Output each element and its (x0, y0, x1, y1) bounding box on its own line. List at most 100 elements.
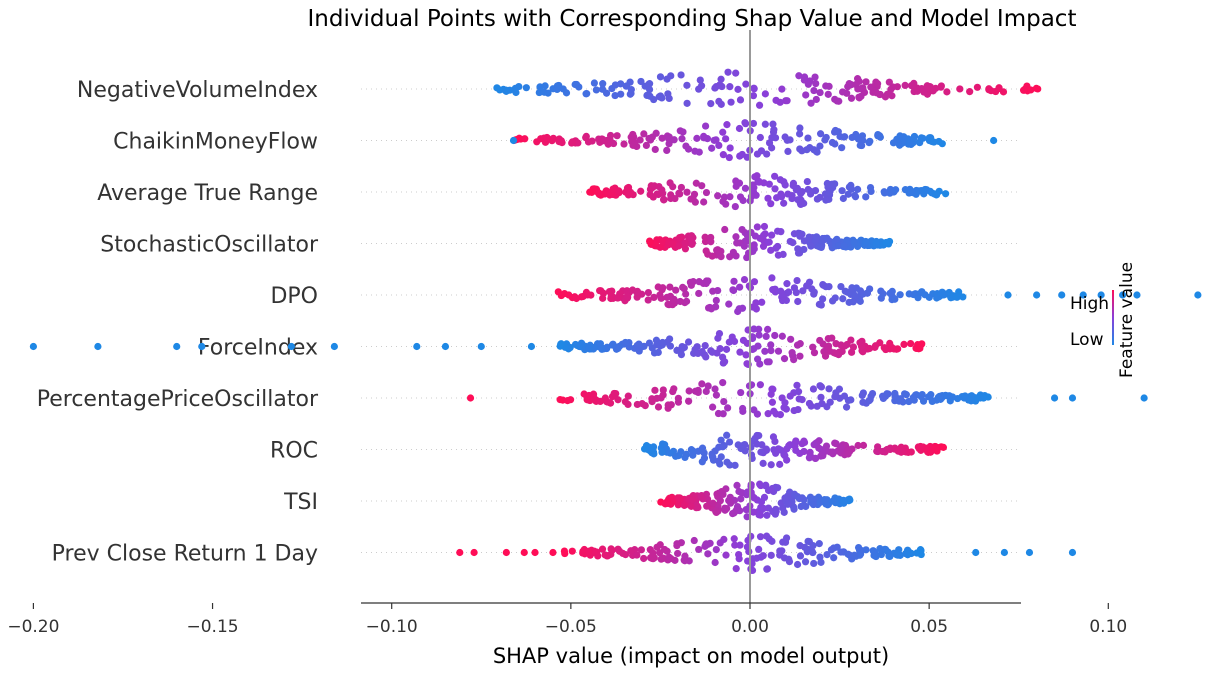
shap-point (862, 193, 870, 201)
shap-point (755, 178, 763, 186)
shap-point (742, 351, 750, 359)
shap-point (933, 294, 941, 302)
shap-point (956, 85, 964, 93)
shap-point (811, 73, 819, 81)
shap-point (752, 299, 760, 307)
shap-point (747, 193, 756, 201)
shap-point (724, 404, 732, 412)
shap-point (796, 340, 804, 348)
shap-point (732, 233, 740, 241)
shap-point (792, 437, 800, 445)
shap-point (659, 238, 667, 246)
shap-point (762, 332, 770, 340)
shap-point (883, 390, 891, 398)
shap-point (757, 553, 765, 561)
shap-point (657, 294, 665, 302)
shap-point (763, 150, 771, 158)
shap-point (658, 186, 666, 194)
shap-point (702, 277, 711, 285)
shap-point (698, 182, 706, 190)
shap-point (800, 501, 808, 509)
shap-point (633, 551, 641, 559)
shap-point (829, 497, 837, 505)
x-tick-label: −0.10 (366, 617, 418, 637)
shap-point (855, 77, 863, 86)
shap-point (645, 85, 654, 94)
shap-point (714, 334, 722, 342)
shap-point (742, 80, 750, 88)
shap-point (771, 331, 779, 340)
shap-point (722, 551, 730, 559)
shap-point (708, 144, 716, 152)
shap-point (702, 188, 711, 197)
shap-point (515, 82, 523, 91)
shap-point-outlier (531, 548, 539, 557)
shap-point (858, 141, 866, 150)
shap-point (763, 511, 771, 519)
shap-point (858, 391, 866, 400)
shap-point (784, 492, 792, 500)
shap-point (599, 80, 607, 88)
shap-point (803, 177, 811, 186)
shap-point (637, 187, 645, 195)
shap-point (785, 288, 793, 296)
shap-point (695, 289, 703, 298)
shap-point (609, 185, 617, 193)
shap-point (646, 92, 654, 100)
shap-point (765, 238, 773, 246)
shap-point (745, 547, 753, 556)
shap-point (665, 94, 673, 103)
shap-point (617, 90, 625, 98)
shap-point-outlier (1079, 291, 1087, 299)
shap-point (856, 297, 864, 305)
shap-point (582, 90, 590, 98)
shap-point (733, 239, 741, 247)
shap-point (682, 297, 691, 305)
shap-point (849, 298, 857, 306)
shap-point (666, 335, 674, 343)
shap-point (619, 549, 627, 557)
feature-label: TSI (283, 490, 318, 515)
shap-point (729, 286, 737, 294)
shap-point (832, 349, 840, 358)
shap-point (683, 188, 691, 196)
shap-point (764, 410, 772, 418)
shap-point (767, 341, 775, 349)
x-tick-label: −0.15 (186, 617, 238, 637)
shap-point (855, 94, 863, 102)
shap-point (796, 352, 804, 360)
shap-point (702, 540, 710, 548)
shap-point (621, 338, 630, 347)
feature-label: DPO (270, 284, 318, 309)
shap-point (799, 287, 807, 295)
shap-point (776, 460, 784, 468)
shap-point-outlier (1068, 548, 1077, 557)
shap-point (840, 242, 848, 250)
shap-point (784, 147, 792, 155)
shap-point (796, 552, 805, 560)
shap-point (571, 80, 579, 89)
shap-point (767, 246, 775, 254)
shap-point-outlier (549, 548, 557, 557)
shap-point (882, 238, 890, 247)
shap-point (854, 85, 862, 93)
shap-point (672, 286, 680, 294)
shap-point-outlier (527, 342, 536, 351)
shap-point-outlier (990, 136, 998, 145)
shap-point (702, 387, 710, 396)
shap-point (702, 122, 710, 130)
shap-point (730, 535, 738, 543)
shap-point (838, 88, 847, 96)
shap-point (717, 436, 725, 444)
shap-point (854, 135, 863, 143)
shap-point (973, 83, 981, 91)
shap-point (796, 145, 804, 153)
shap-point (803, 282, 811, 290)
shap-point (725, 300, 733, 308)
shap-point (756, 133, 764, 142)
shap-point (698, 444, 707, 452)
shap-point (758, 298, 766, 306)
shap-point (725, 153, 733, 162)
shap-point (741, 184, 750, 192)
shap-point (656, 92, 665, 100)
